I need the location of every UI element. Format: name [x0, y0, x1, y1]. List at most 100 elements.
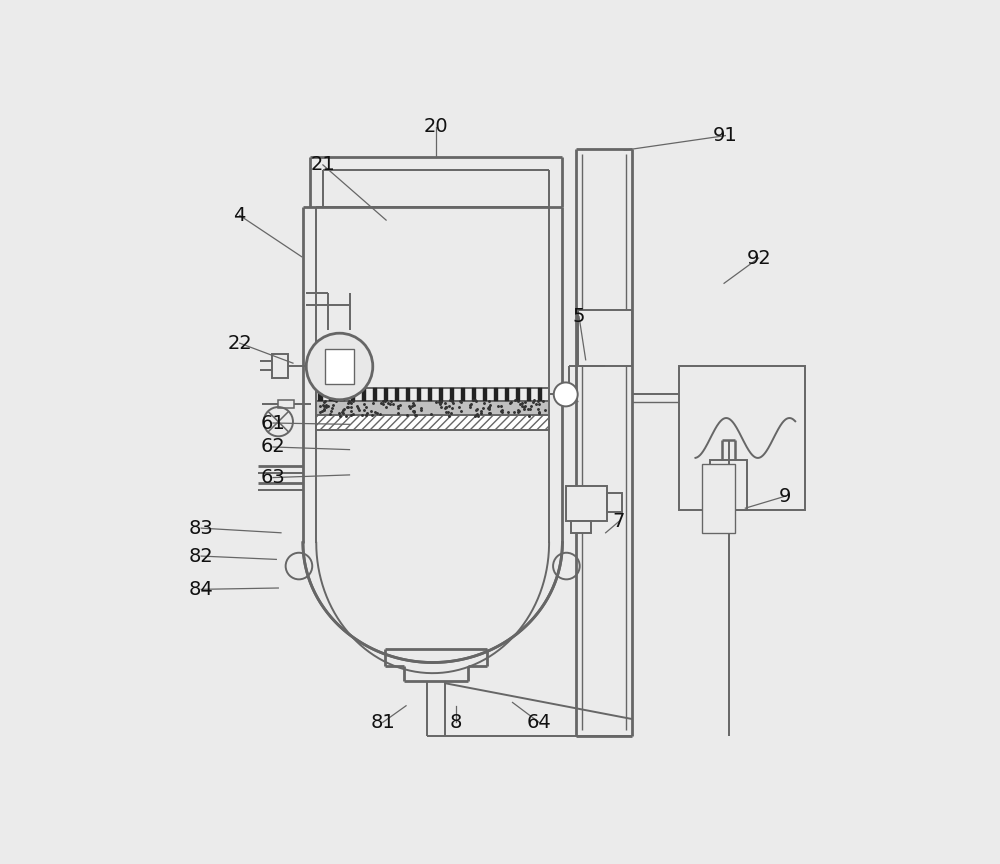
- Point: [406, 404, 422, 418]
- Point: [392, 397, 408, 411]
- Point: [363, 403, 379, 417]
- Point: [345, 394, 361, 408]
- Point: [482, 406, 498, 420]
- Bar: [316, 415, 549, 429]
- Point: [516, 402, 532, 416]
- Point: [517, 399, 533, 413]
- Point: [354, 409, 370, 422]
- Point: [358, 400, 374, 414]
- Point: [326, 393, 342, 407]
- Point: [510, 403, 526, 417]
- Point: [343, 409, 359, 422]
- Point: [493, 403, 509, 417]
- Point: [399, 408, 415, 422]
- Bar: [318, 388, 323, 401]
- Point: [380, 396, 396, 410]
- Point: [444, 394, 460, 408]
- Point: [481, 403, 497, 416]
- Point: [521, 410, 537, 423]
- Point: [316, 399, 332, 413]
- Bar: [566, 486, 607, 521]
- Point: [378, 400, 394, 414]
- Point: [441, 399, 457, 413]
- Point: [358, 408, 374, 422]
- Point: [356, 403, 372, 417]
- Point: [433, 400, 449, 414]
- Bar: [538, 388, 542, 401]
- Point: [451, 400, 467, 414]
- Point: [468, 409, 484, 422]
- Point: [467, 410, 483, 423]
- Point: [481, 400, 497, 414]
- Point: [343, 400, 359, 414]
- Point: [437, 401, 453, 415]
- Point: [423, 407, 439, 421]
- Point: [315, 398, 331, 412]
- Point: [438, 400, 454, 414]
- Point: [481, 406, 497, 420]
- Point: [481, 400, 497, 414]
- Text: 62: 62: [261, 437, 285, 456]
- Point: [407, 409, 423, 422]
- Point: [390, 406, 406, 420]
- Point: [312, 404, 328, 418]
- Point: [406, 405, 422, 419]
- Point: [507, 393, 523, 407]
- Bar: [527, 388, 531, 401]
- Point: [531, 405, 547, 419]
- Point: [445, 396, 461, 410]
- Point: [314, 404, 330, 418]
- Point: [367, 405, 383, 419]
- Text: 20: 20: [424, 118, 448, 137]
- Point: [320, 399, 336, 413]
- Point: [510, 394, 526, 408]
- Point: [480, 401, 496, 415]
- Bar: [679, 366, 805, 510]
- Circle shape: [554, 383, 578, 406]
- Text: 91: 91: [713, 126, 738, 145]
- Point: [365, 396, 381, 410]
- Bar: [710, 460, 747, 510]
- Point: [506, 405, 522, 419]
- Bar: [278, 400, 294, 408]
- Point: [335, 403, 351, 416]
- Point: [402, 401, 418, 415]
- Bar: [505, 388, 509, 401]
- Text: 5: 5: [573, 307, 585, 326]
- Text: 82: 82: [189, 547, 214, 566]
- Point: [390, 402, 406, 416]
- Point: [528, 397, 544, 411]
- Point: [413, 402, 429, 416]
- Point: [530, 403, 546, 416]
- Point: [335, 407, 351, 421]
- Point: [530, 394, 546, 408]
- Point: [375, 397, 391, 411]
- Point: [356, 397, 372, 411]
- Point: [431, 395, 447, 409]
- Bar: [351, 388, 355, 401]
- Point: [443, 406, 459, 420]
- Point: [332, 410, 348, 423]
- Point: [535, 394, 551, 408]
- Point: [494, 403, 510, 417]
- Point: [351, 403, 367, 416]
- Point: [463, 397, 479, 411]
- Point: [531, 406, 547, 420]
- Bar: [362, 388, 366, 401]
- Point: [516, 400, 532, 414]
- Bar: [472, 388, 476, 401]
- Point: [406, 398, 422, 412]
- Point: [312, 399, 328, 413]
- Point: [373, 397, 389, 410]
- Text: 64: 64: [527, 713, 551, 732]
- Bar: [607, 493, 622, 512]
- Text: 84: 84: [189, 580, 214, 599]
- Point: [375, 394, 391, 408]
- Bar: [340, 388, 345, 401]
- Point: [338, 410, 354, 423]
- Point: [340, 397, 356, 410]
- Point: [323, 403, 339, 417]
- Point: [470, 410, 486, 423]
- Bar: [571, 521, 591, 533]
- Point: [462, 398, 478, 412]
